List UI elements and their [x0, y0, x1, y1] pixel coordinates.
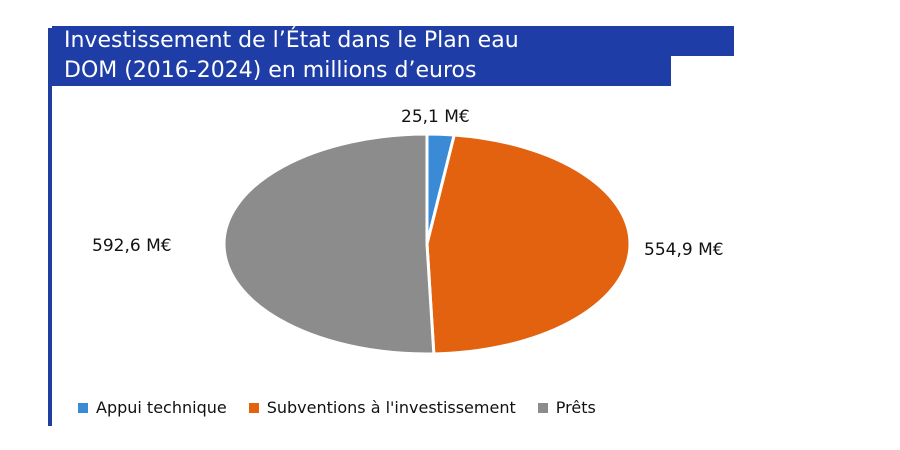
legend-item-subventions: Subventions à l'investissement: [248, 398, 516, 417]
legend-label-appui-technique: Appui technique: [96, 398, 227, 417]
left-accent-rule: [48, 28, 52, 426]
legend-swatch-subventions: [248, 402, 259, 413]
chart-title-line-2: DOM (2016-2024) en millions d’euros: [52, 56, 671, 86]
data-label-appui-technique: 25,1 M€: [401, 107, 470, 127]
data-label-subventions: 554,9 M€: [644, 240, 724, 260]
slice-prets: [222, 132, 436, 356]
legend-item-prets: Prêts: [537, 398, 596, 417]
chart-legend: Appui technique Subventions à l'investis…: [78, 398, 618, 417]
chart-title-line-1: Investissement de l’État dans le Plan ea…: [52, 26, 734, 56]
legend-label-prets: Prêts: [555, 398, 596, 417]
legend-swatch-prets: [537, 402, 548, 413]
legend-item-appui-technique: Appui technique: [78, 398, 227, 417]
data-label-prets: 592,6 M€: [92, 236, 172, 256]
legend-swatch-appui-technique: [78, 402, 88, 413]
legend-label-subventions: Subventions à l'investissement: [266, 398, 516, 417]
slice-subventions: [425, 133, 632, 356]
